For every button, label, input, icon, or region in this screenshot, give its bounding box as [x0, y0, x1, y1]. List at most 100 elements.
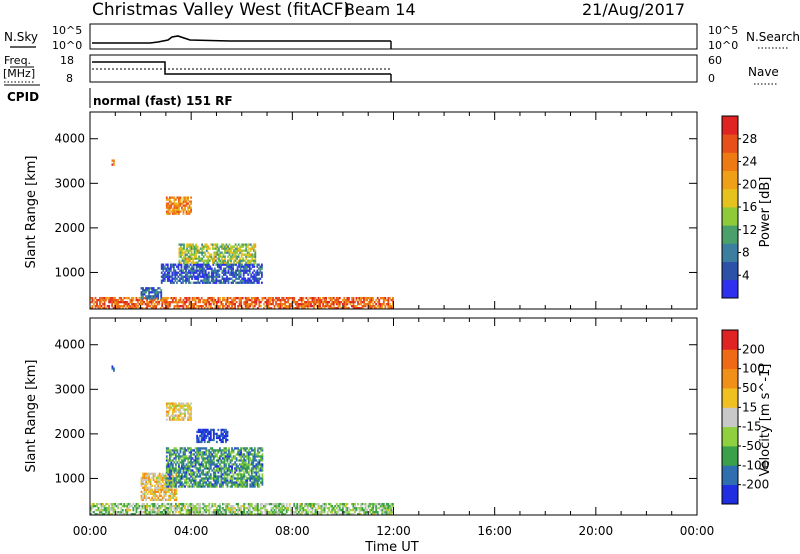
heatmap-cell	[220, 481, 223, 484]
heatmap-cell	[174, 506, 177, 510]
heatmap-cell	[299, 506, 302, 510]
heatmap-cell	[335, 512, 338, 516]
heatmap-cell	[343, 306, 346, 310]
heatmap-cell	[252, 296, 255, 300]
heatmap-cell	[155, 304, 158, 308]
heatmap-cell	[247, 281, 250, 284]
heatmap-cell	[225, 457, 227, 460]
heatmap-cell	[240, 508, 243, 512]
heatmap-cell	[235, 275, 237, 278]
heatmap-cell	[132, 508, 135, 512]
heatmap-cell	[192, 265, 195, 268]
heatmap-cell	[176, 461, 179, 464]
heatmap-cell	[252, 300, 255, 304]
heatmap-cell	[196, 481, 199, 484]
heatmap-cell	[117, 510, 120, 514]
heatmap-cell	[237, 502, 240, 506]
heatmap-cell	[100, 508, 103, 512]
heatmap-cell	[206, 440, 209, 444]
heatmap-cell	[147, 504, 150, 508]
heatmap-cell	[218, 506, 221, 510]
heatmap-cell	[187, 481, 189, 484]
heatmap-cell	[234, 251, 237, 254]
heatmap-cell	[221, 243, 223, 246]
heatmap-cell	[194, 463, 197, 466]
heatmap-cell	[247, 298, 250, 302]
heatmap-cell	[160, 267, 163, 270]
heatmap-cell	[238, 449, 241, 452]
heatmap-cell	[225, 463, 227, 466]
heatmap-cell	[111, 302, 114, 306]
heatmap-cell	[193, 306, 196, 310]
heatmap-cell	[281, 512, 284, 516]
heatmap-cell	[187, 249, 190, 252]
heatmap-cell	[224, 281, 227, 284]
heatmap-cell	[270, 508, 273, 512]
heatmap-cell	[273, 298, 276, 302]
heatmap-cell	[208, 253, 211, 256]
heatmap-cell	[251, 253, 254, 256]
heatmap-cell	[171, 300, 174, 304]
heatmap-cell	[231, 481, 233, 484]
heatmap-cell	[170, 485, 173, 488]
heatmap-cell	[241, 306, 244, 310]
heatmap-cell	[185, 271, 187, 274]
heatmap-cell	[112, 510, 115, 514]
heatmap-cell	[231, 485, 233, 488]
heatmap-cell	[167, 451, 170, 454]
heatmap-cell	[310, 300, 312, 304]
heatmap-cell	[226, 434, 229, 438]
heatmap-cell	[178, 485, 180, 488]
heatmap-cell	[161, 484, 164, 487]
heatmap-cell	[209, 430, 212, 434]
heatmap-cell	[129, 508, 132, 512]
heatmap-cell	[225, 298, 227, 302]
heatmap-cell	[388, 304, 391, 308]
heatmap-cell	[174, 300, 177, 304]
heatmap-cell	[124, 306, 127, 310]
heatmap-cell	[262, 504, 265, 508]
heatmap-cell	[231, 457, 233, 460]
heatmap-cell	[112, 300, 115, 304]
heatmap-cell	[232, 504, 235, 508]
heatmap-cell	[275, 506, 277, 510]
heatmap-cell	[231, 447, 233, 450]
heatmap-cell	[247, 296, 250, 300]
heatmap-cell	[261, 473, 264, 476]
heatmap-cell	[207, 279, 210, 282]
heatmap-cell	[188, 416, 191, 419]
heatmap-cell	[165, 485, 168, 488]
heatmap-cell	[202, 438, 205, 442]
heatmap-cell	[221, 275, 224, 278]
heatmap-cell	[267, 300, 270, 304]
heatmap-cell	[173, 479, 176, 482]
heatmap-cell	[188, 300, 191, 304]
heatmap-cell	[173, 451, 176, 454]
heatmap-cell	[109, 502, 112, 506]
heatmap-cell	[307, 512, 309, 516]
heatmap-cell	[100, 504, 103, 508]
heatmap-cell	[154, 486, 157, 490]
heatmap-cell	[344, 300, 347, 304]
heatmap-cell	[141, 300, 144, 304]
heatmap-cell	[153, 306, 156, 310]
heatmap-cell	[220, 477, 223, 480]
heatmap-cell	[182, 275, 184, 278]
heatmap-cell	[363, 510, 365, 514]
heatmap-cell	[203, 467, 206, 470]
heatmap-cell	[249, 253, 252, 256]
heatmap-cell	[182, 302, 185, 306]
heatmap-cell	[258, 508, 261, 512]
heatmap-cell	[140, 478, 143, 481]
heatmap-cell	[175, 496, 178, 500]
colorbar-segment	[722, 446, 738, 466]
heatmap-cell	[217, 253, 220, 256]
heatmap-cell	[168, 455, 171, 458]
heatmap-cell	[179, 455, 182, 458]
heatmap-cell	[169, 267, 172, 270]
heatmap-cell	[184, 465, 186, 468]
heatmap-cell	[191, 265, 193, 268]
heatmap-cell	[337, 508, 340, 512]
heatmap-cell	[181, 481, 183, 484]
heatmap-cell	[163, 476, 166, 479]
